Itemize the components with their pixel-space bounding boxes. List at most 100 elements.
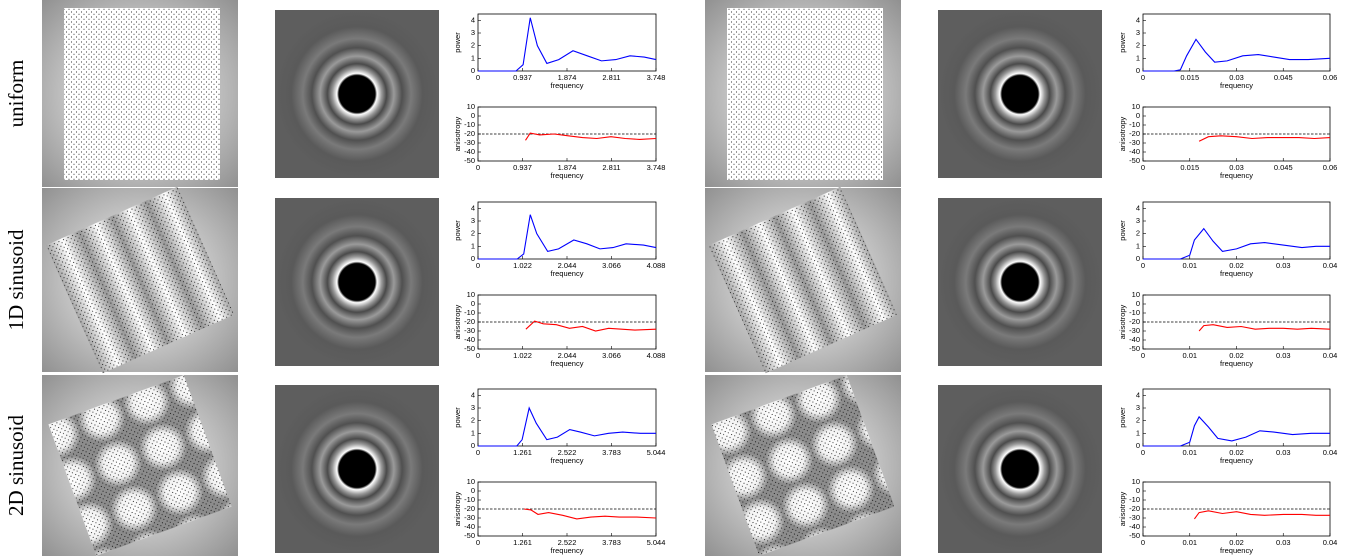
y-tick-label: 0: [471, 299, 475, 308]
x-tick-label: 0: [476, 448, 480, 457]
x-axis-label: frequency: [551, 171, 584, 180]
plot-frame: [1143, 14, 1330, 71]
x-tick-label: 3.783: [602, 448, 621, 457]
x-axis-label: frequency: [1220, 81, 1253, 90]
x-tick-label: 0.015: [1180, 163, 1199, 172]
plot-frame: [478, 202, 656, 259]
row-label: uniform: [4, 60, 28, 128]
y-tick-label: 0: [471, 486, 475, 495]
data-line: [524, 509, 656, 519]
x-tick-label: 5.044: [647, 538, 666, 547]
x-tick-label: 0.045: [1274, 73, 1293, 82]
y-tick-label: 0: [471, 111, 475, 120]
spectrum-image: [275, 10, 439, 178]
y-tick-label: 0: [1136, 111, 1140, 120]
plot-frame: [478, 389, 656, 446]
x-tick-label: 0.04: [1323, 538, 1338, 547]
y-axis-label: anisotropy: [1118, 116, 1127, 151]
spectrum-image: [275, 385, 439, 553]
y-tick-label: 4: [1136, 390, 1140, 399]
x-tick-label: 0.03: [1276, 448, 1291, 457]
y-tick-label: 4: [1136, 15, 1140, 24]
y-tick-label: -30: [464, 138, 475, 147]
data-line: [1199, 325, 1330, 331]
y-tick-label: 0: [1136, 66, 1140, 75]
y-tick-label: 0: [471, 441, 475, 450]
y-axis-label: power: [453, 32, 462, 53]
y-tick-label: 0: [1136, 299, 1140, 308]
y-tick-label: -40: [464, 522, 475, 531]
y-tick-label: 2: [471, 229, 475, 238]
plot-frame: [1143, 202, 1330, 259]
x-tick-label: 0: [476, 163, 480, 172]
y-tick-label: 0: [471, 254, 475, 263]
y-tick-label: -20: [1129, 504, 1140, 513]
y-tick-label: 1: [471, 241, 475, 250]
spectrum-image: [938, 198, 1102, 366]
y-tick-label: -10: [464, 308, 475, 317]
y-tick-label: -30: [464, 513, 475, 522]
x-tick-label: 0: [1141, 448, 1145, 457]
y-tick-label: -10: [464, 120, 475, 129]
y-tick-label: 1: [1136, 241, 1140, 250]
data-line: [1194, 511, 1330, 519]
y-tick-label: -50: [1129, 531, 1140, 540]
x-axis-label: frequency: [551, 269, 584, 278]
x-tick-label: 0.937: [513, 163, 532, 172]
x-axis-label: frequency: [551, 456, 584, 465]
x-tick-label: 1.022: [513, 261, 532, 270]
x-tick-label: 0.03: [1276, 261, 1291, 270]
y-tick-label: 3: [1136, 216, 1140, 225]
x-axis-label: frequency: [551, 359, 584, 368]
x-tick-label: 0.03: [1276, 351, 1291, 360]
x-tick-label: 0.045: [1274, 163, 1293, 172]
y-tick-label: 2: [1136, 229, 1140, 238]
x-tick-label: 0.015: [1180, 73, 1199, 82]
y-tick-label: 10: [1132, 290, 1140, 299]
x-tick-label: 0.01: [1182, 261, 1197, 270]
y-tick-label: 10: [1132, 102, 1140, 111]
y-tick-label: -40: [1129, 335, 1140, 344]
spectrum-image: [938, 10, 1102, 178]
y-tick-label: -40: [1129, 147, 1140, 156]
y-tick-label: -20: [464, 129, 475, 138]
y-axis-label: anisotropy: [453, 491, 462, 526]
y-tick-label: -50: [1129, 156, 1140, 165]
x-tick-label: 3.066: [602, 351, 621, 360]
y-tick-label: -30: [464, 326, 475, 335]
y-tick-label: -20: [464, 504, 475, 513]
y-tick-label: 4: [471, 390, 475, 399]
x-tick-label: 0: [1141, 351, 1145, 360]
y-axis-label: power: [453, 220, 462, 241]
x-tick-label: 0: [1141, 163, 1145, 172]
y-axis-label: anisotropy: [1118, 304, 1127, 339]
x-tick-label: 0.04: [1323, 448, 1338, 457]
data-line: [1143, 229, 1330, 259]
y-axis-label: power: [1118, 220, 1127, 241]
x-tick-label: 3.066: [602, 261, 621, 270]
y-tick-label: -10: [1129, 495, 1140, 504]
y-tick-label: 0: [1136, 254, 1140, 263]
x-tick-label: 0.937: [513, 73, 532, 82]
y-tick-label: 0: [471, 66, 475, 75]
y-tick-label: -50: [1129, 344, 1140, 353]
x-tick-label: 0: [476, 261, 480, 270]
y-tick-label: -30: [1129, 326, 1140, 335]
x-tick-label: 3.748: [647, 163, 666, 172]
y-axis-label: power: [453, 407, 462, 428]
y-tick-label: -50: [464, 531, 475, 540]
x-tick-label: 0.03: [1276, 538, 1291, 547]
data-line: [478, 408, 656, 446]
y-tick-label: 4: [471, 15, 475, 24]
y-tick-label: 4: [1136, 203, 1140, 212]
row-label: 1D sinusoid: [4, 229, 28, 330]
x-tick-label: 0.06: [1323, 73, 1338, 82]
data-line: [1143, 417, 1330, 446]
x-tick-label: 3.783: [602, 538, 621, 547]
y-tick-label: 3: [471, 403, 475, 412]
x-tick-label: 2.811: [602, 163, 620, 172]
x-axis-label: frequency: [551, 546, 584, 555]
y-axis-label: power: [1118, 407, 1127, 428]
y-tick-label: 2: [471, 416, 475, 425]
data-line: [478, 215, 656, 259]
